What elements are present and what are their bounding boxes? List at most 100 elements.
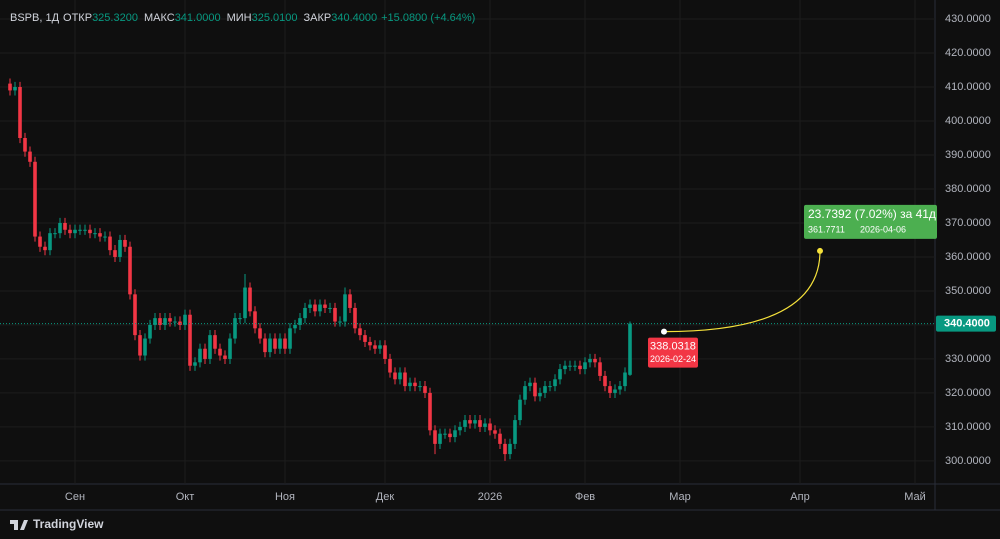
candle-body	[438, 433, 442, 444]
candle-body	[8, 83, 12, 91]
forecast-end	[817, 247, 823, 254]
candle-body	[608, 386, 612, 393]
candle-body	[88, 229, 92, 234]
y-tick-label: 350.0000	[945, 285, 991, 297]
candle-body	[193, 362, 197, 366]
candle-body	[353, 307, 357, 329]
candle-body	[458, 426, 462, 431]
y-tick-label: 310.0000	[945, 421, 991, 433]
candle-body	[233, 318, 237, 339]
candle-body	[63, 222, 67, 230]
candle-body	[468, 420, 472, 424]
candle-body	[303, 307, 307, 319]
candle-body	[553, 379, 557, 387]
candle-body	[123, 239, 127, 247]
candle-body	[588, 358, 592, 363]
candle-body	[48, 233, 52, 251]
candle-body	[463, 420, 467, 427]
candle-body	[478, 420, 482, 427]
y-tick-label: 410.0000	[945, 81, 991, 93]
candle-body	[523, 386, 527, 400]
candle-body	[308, 304, 312, 308]
candle-body	[138, 335, 142, 356]
candle-body	[413, 382, 417, 387]
candle-body	[203, 348, 207, 359]
y-tick-label: 320.0000	[945, 387, 991, 399]
candle-body	[208, 335, 212, 359]
y-tick-label: 390.0000	[945, 149, 991, 161]
candle-body	[368, 341, 372, 346]
x-tick-label: Май	[904, 491, 926, 503]
logo: TradingView	[10, 517, 104, 531]
candle-body	[298, 318, 302, 325]
candle-body	[148, 324, 152, 339]
candle-body	[403, 372, 407, 387]
candle-body	[83, 229, 87, 231]
candle-body	[493, 430, 497, 434]
end-date: 2026-04-06	[860, 224, 906, 234]
candle-body	[398, 372, 402, 380]
ohlc-value: 325.3200	[92, 12, 138, 24]
candle-body	[218, 348, 222, 356]
candle-body	[143, 338, 147, 356]
x-tick-label: Апр	[790, 491, 809, 503]
candle-body	[23, 137, 27, 152]
candle-body	[518, 399, 522, 421]
candle-body	[348, 294, 352, 308]
candle-body	[568, 365, 572, 367]
candle-body	[573, 365, 577, 367]
candle-body	[73, 229, 77, 234]
candle-body	[33, 161, 37, 237]
candle-body	[443, 433, 447, 435]
candle-body	[603, 375, 607, 387]
y-tick-label: 300.0000	[945, 455, 991, 467]
candle-body	[293, 324, 297, 329]
candle-body	[183, 314, 187, 325]
candle-body	[618, 386, 622, 390]
candle-body	[43, 246, 47, 251]
candle-body	[133, 294, 137, 336]
start-tag	[648, 337, 698, 368]
candle-body	[543, 386, 547, 393]
candle-body	[628, 323, 632, 375]
candle-body	[393, 372, 397, 380]
candle-body	[358, 328, 362, 336]
y-tick-label: 420.0000	[945, 47, 991, 59]
candle-body	[388, 358, 392, 373]
logo-icon	[10, 520, 28, 530]
candle-body	[538, 392, 542, 397]
candle-body	[188, 314, 192, 366]
candle-body	[503, 443, 507, 455]
change-label: 23.7392 (7.02%) за 41д	[808, 207, 936, 221]
y-tick-label: 430.0000	[945, 13, 991, 25]
candle-body	[483, 423, 487, 427]
ohlc-value: 340.4000	[331, 12, 377, 24]
candle-body	[558, 369, 562, 380]
candle-body	[328, 307, 332, 309]
candle-body	[243, 287, 247, 319]
brand: TradingView	[33, 517, 104, 531]
candle-body	[288, 328, 292, 349]
candle-body	[598, 362, 602, 376]
candle-body	[273, 338, 277, 349]
candle-body	[58, 222, 62, 234]
candle-body	[498, 433, 502, 444]
candle-body	[268, 338, 272, 353]
candle-body	[383, 345, 387, 359]
candle-body	[363, 335, 367, 342]
candle-body	[563, 365, 567, 370]
candle-body	[578, 365, 582, 370]
last-price-tag	[936, 315, 996, 332]
ohlc-change: +15.0800 (+4.64%)	[381, 12, 475, 24]
candle-body	[38, 236, 42, 247]
x-tick-label: Фев	[575, 491, 595, 503]
candle-body	[378, 345, 382, 349]
candle-body	[223, 355, 227, 359]
candle-body	[153, 318, 157, 325]
end-tag	[804, 204, 937, 239]
candle-body	[533, 382, 537, 397]
candle-body	[198, 348, 202, 363]
candle-body	[93, 233, 97, 235]
x-tick-label: Мар	[669, 491, 691, 503]
candle-body	[113, 250, 117, 257]
